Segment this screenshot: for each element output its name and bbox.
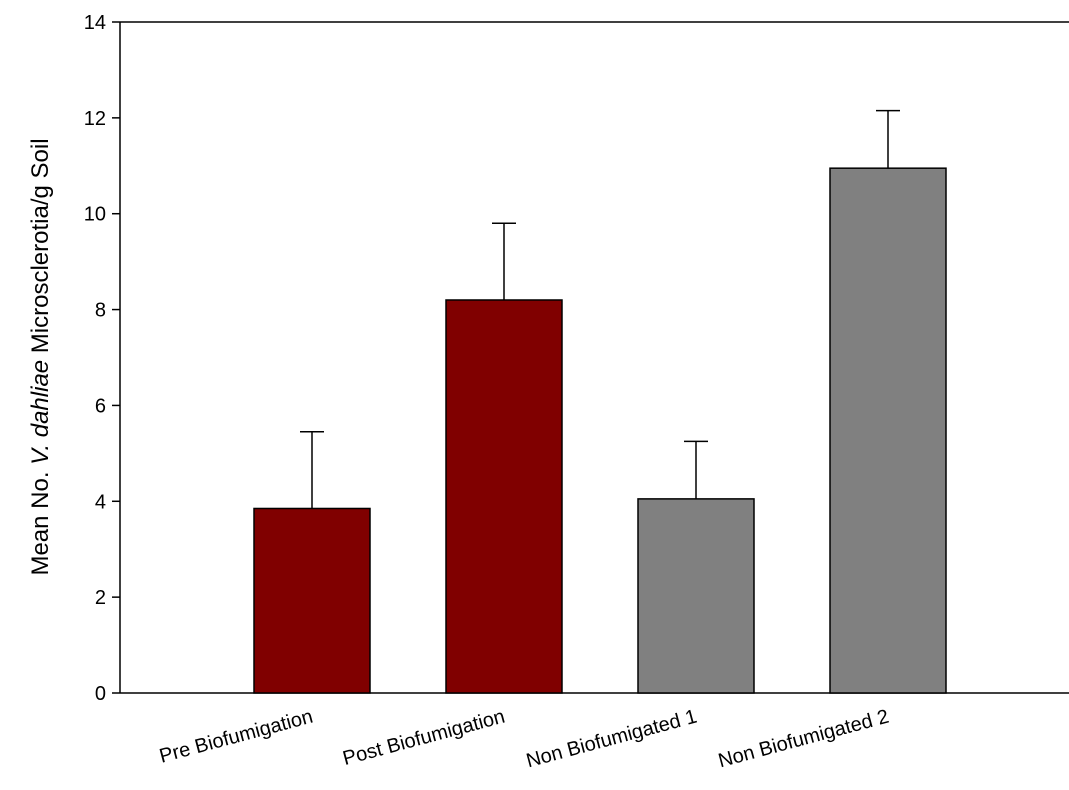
bar	[637, 498, 755, 694]
y-tick-label: 6	[95, 395, 106, 417]
y-tick-label: 14	[84, 12, 106, 34]
y-tick-label: 12	[84, 108, 106, 130]
bars	[253, 109, 947, 694]
x-category-label: Non Biofumigated 2	[716, 706, 891, 773]
bar	[829, 167, 947, 694]
x-category-label: Pre Biofumigation	[157, 706, 315, 768]
y-axis-title-prefix: Mean No.	[27, 465, 54, 576]
y-tick-label: 4	[95, 491, 106, 513]
x-category-label: Non Biofumigated 1	[524, 706, 699, 773]
y-tick-label: 8	[95, 300, 106, 322]
bar	[445, 299, 563, 694]
y-tick-label: 10	[84, 204, 106, 226]
y-axis-title-suffix: Microsclerotia/g Soil	[27, 138, 54, 359]
y-tick-label: 2	[95, 587, 106, 609]
y-axis-title: Mean No. V. dahliae Microsclerotia/g Soi…	[27, 138, 54, 575]
x-category-label: Post Biofumigation	[341, 706, 508, 770]
y-tick-label: 0	[95, 683, 106, 705]
bar	[253, 507, 371, 694]
y-axis-title-species: V. dahliae	[27, 360, 54, 465]
